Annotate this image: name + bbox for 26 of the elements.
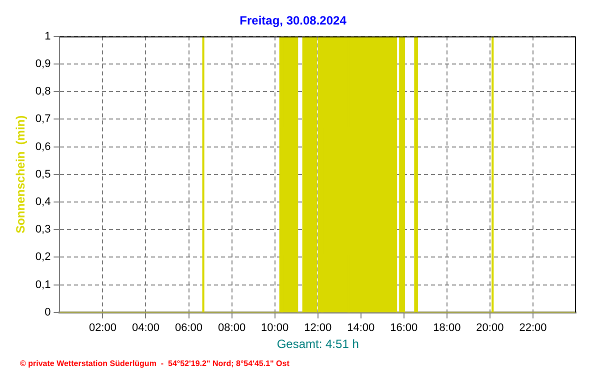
y-tick-label: 0,1 xyxy=(35,278,51,291)
x-tick-label: 16:00 xyxy=(390,322,418,334)
x-tick-label: 20:00 xyxy=(476,322,504,334)
x-tick-label: 02:00 xyxy=(88,322,116,334)
x-tick-label: 10:00 xyxy=(261,322,289,334)
y-tick-label: 0,9 xyxy=(35,58,51,70)
x-tick-label: 18:00 xyxy=(433,322,461,334)
x-tick-label: 12:00 xyxy=(304,322,332,334)
x-tick-label: 22:00 xyxy=(519,322,547,334)
x-tick-label: 04:00 xyxy=(132,322,160,334)
text: © private Wetterstation Süderlügum - 54°52'19.2" Nord; 8°54'45.1" Ost xyxy=(20,359,290,368)
y-tick-label: 0,2 xyxy=(35,251,51,264)
x-tick-label: 14:00 xyxy=(347,322,375,334)
x-tick-label: 08:00 xyxy=(218,322,246,334)
chart-title: Freitag, 30.08.2024 xyxy=(240,14,347,28)
y-tick-label: 0,7 xyxy=(35,113,51,126)
y-tick-label: 0,8 xyxy=(35,86,51,98)
y-tick-label: 0,5 xyxy=(35,168,51,180)
y-tick-label: 0,6 xyxy=(35,140,51,153)
x-axis-title: Gesamt: 4:51 h xyxy=(276,337,359,352)
y-axis-title: Sonnenschein (min) xyxy=(14,115,28,234)
y-tick-label: 0 xyxy=(44,306,51,318)
y-tick-label: 0,4 xyxy=(35,196,51,208)
y-tick-label: 0,3 xyxy=(35,224,51,236)
x-tick-label: 06:00 xyxy=(175,322,203,334)
y-tick-label: 1 xyxy=(44,30,51,42)
